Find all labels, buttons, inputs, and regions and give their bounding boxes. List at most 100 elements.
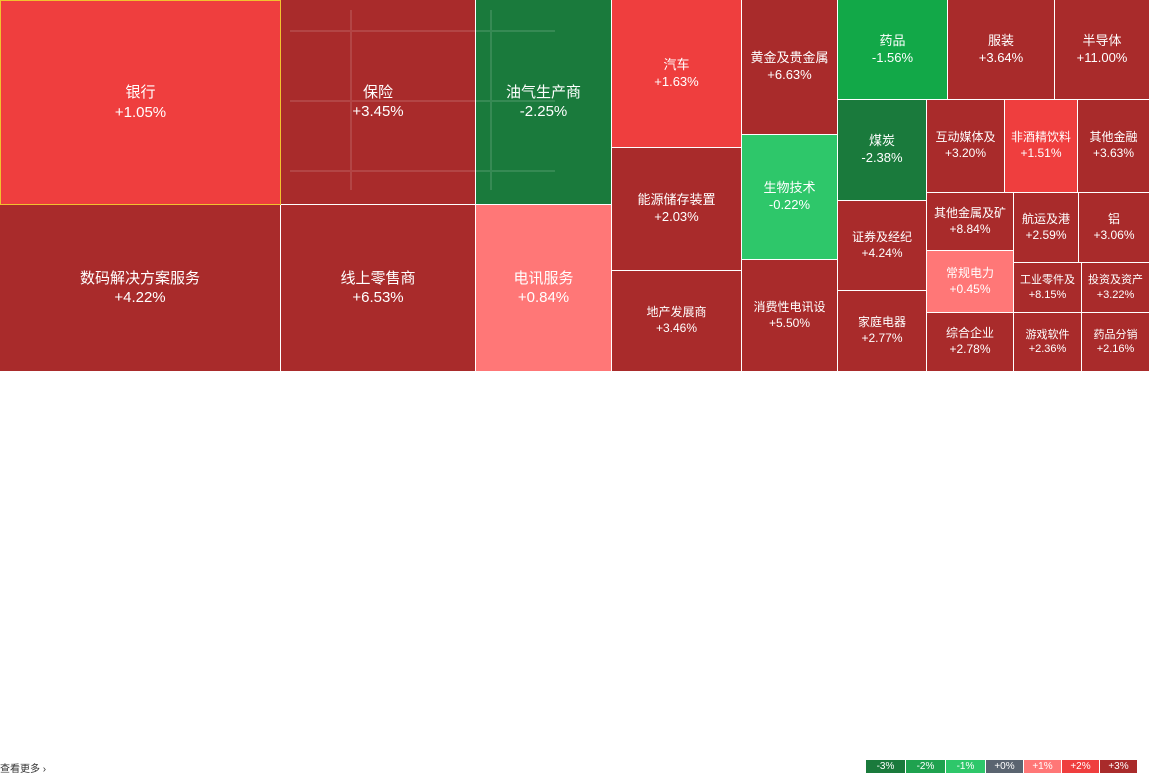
sector-change: +6.53% (352, 289, 404, 306)
sector-change: +0.84% (517, 289, 570, 306)
view-more-link[interactable]: 查看更多 › (0, 764, 47, 775)
sector-tile-industrial-parts[interactable]: 工业零件及 +8.15% (1014, 263, 1082, 313)
legend-segment: -2% (906, 760, 946, 773)
sector-change: +3.45% (352, 103, 404, 120)
sector-name: 综合企业 (945, 326, 994, 341)
sector-tile-other-finance[interactable]: 其他金融 +3.63% (1078, 100, 1150, 193)
sector-change: +4.24% (861, 245, 903, 260)
sector-treemap: 银行 +1.05% 保险 +3.45% 油气生产商 -2.25% 汽车 +1.63% 黄金及贵金… (0, 0, 1150, 372)
sector-tile-soft-drinks[interactable]: 非酒精饮料 +1.51% (1005, 100, 1078, 193)
sector-name: 其他金融 (1089, 130, 1138, 145)
sector-name: 航运及港 (1021, 211, 1070, 226)
sector-change: +3.64% (978, 49, 1024, 65)
legend-segment: +2% (1062, 760, 1100, 773)
sector-change: -2.38% (861, 150, 903, 165)
sector-tile-utilities[interactable]: 常规电力 +0.45% (927, 251, 1014, 313)
sector-change: +5.50% (768, 315, 811, 330)
sector-tile-auto[interactable]: 汽车 +1.63% (612, 0, 742, 148)
sector-change: +4.22% (114, 289, 166, 306)
sector-tile-aluminum[interactable]: 铝 +3.06% (1079, 193, 1150, 263)
sector-change: +11.00% (1076, 49, 1128, 65)
watermark-text: 格隆汇 (1067, 372, 1104, 386)
legend-segment: -3% (866, 760, 906, 773)
sector-tile-digital-solutions[interactable]: 数码解决方案服务 +4.22% (0, 205, 281, 372)
sector-tile-semiconductor[interactable]: 半导体 +11.00% (1055, 0, 1150, 100)
sector-change: +3.46% (655, 321, 698, 335)
color-legend: -3% -2% -1% +0% +1% +2% +3% (866, 760, 1138, 773)
sector-tile-bank[interactable]: 银行 +1.05% (0, 0, 281, 205)
logo-icon (1050, 371, 1064, 386)
sector-name: 数码解决方案服务 (79, 269, 200, 287)
sector-tile-pharma-distribution[interactable]: 药品分销 +2.16% (1082, 313, 1150, 372)
sector-name: 游戏软件 (1025, 328, 1070, 341)
legend-segment: -1% (946, 760, 986, 773)
sector-tile-games-software[interactable]: 游戏软件 +2.36% (1014, 313, 1082, 372)
sector-tile-investment-assets[interactable]: 投资及资产 +3.22% (1082, 263, 1150, 313)
sector-change: -2.25% (519, 103, 568, 120)
sector-change: +2.36% (1028, 343, 1067, 355)
sector-name: 工业零件及 (1020, 274, 1075, 287)
sector-name: 服装 (987, 32, 1014, 48)
sector-name: 汽车 (663, 56, 690, 72)
sector-change: +3.20% (944, 146, 987, 160)
sector-name: 煤炭 (868, 133, 895, 149)
sector-name: 消费性电讯设 (753, 299, 826, 314)
sector-name: 能源储存装置 (637, 192, 716, 208)
sector-name: 互动媒体及 (935, 130, 996, 145)
sector-change: +2.16% (1096, 343, 1135, 355)
sector-name: 药品分销 (1093, 328, 1138, 341)
sector-name: 常规电力 (945, 265, 994, 280)
sector-name: 保险 (362, 83, 393, 101)
sector-change: +3.22% (1096, 288, 1135, 301)
sector-name: 电讯服务 (513, 269, 574, 287)
sector-change: +1.51% (1020, 146, 1062, 160)
sector-tile-appliances[interactable]: 家庭电器 +2.77% (838, 291, 927, 372)
sector-name: 铝 (1107, 211, 1120, 226)
footer-bar: 查看更多 › -3% -2% -1% +0% +1% +2% +3% (0, 372, 1150, 775)
sector-name: 半导体 (1082, 32, 1122, 48)
sector-tile-other-metals[interactable]: 其他金属及矿 +8.84% (927, 193, 1014, 251)
sector-change: +3.06% (1093, 227, 1135, 242)
sector-change: +8.15% (1028, 288, 1067, 301)
sector-tile-biotech[interactable]: 生物技术 -0.22% (742, 135, 838, 260)
sector-change: -1.56% (871, 49, 914, 65)
sector-change: +0.45% (949, 281, 991, 296)
sector-change: +8.84% (949, 221, 991, 236)
sector-tile-consumer-telecom[interactable]: 消费性电讯设 +5.50% (742, 260, 838, 372)
sector-name: 油气生产商 (505, 83, 581, 101)
sector-change: +3.63% (1092, 146, 1135, 160)
sector-tile-real-estate[interactable]: 地产发展商 +3.46% (612, 271, 742, 372)
sector-name: 黄金及贵金属 (750, 50, 829, 66)
sector-change: +1.63% (654, 73, 699, 89)
watermark: 格隆汇 (1050, 370, 1103, 387)
sector-change: +6.63% (767, 67, 812, 82)
sector-change: +2.78% (949, 342, 991, 356)
sector-tile-coal[interactable]: 煤炭 -2.38% (838, 100, 927, 201)
sector-tile-securities[interactable]: 证券及经纪 +4.24% (838, 201, 927, 291)
sector-change: +1.05% (114, 103, 167, 121)
sector-change: +2.59% (1025, 227, 1067, 242)
sector-name: 银行 (125, 84, 156, 101)
sector-name: 生物技术 (763, 180, 816, 196)
sector-name: 非酒精饮料 (1010, 130, 1071, 145)
sector-name: 家庭电器 (857, 315, 906, 330)
sector-tile-online-retail[interactable]: 线上零售商 +6.53% (281, 205, 476, 372)
sector-name: 其他金属及矿 (933, 205, 1006, 220)
sector-tile-apparel[interactable]: 服装 +3.64% (948, 0, 1055, 100)
legend-segment: +0% (986, 760, 1024, 773)
sector-tile-pharma[interactable]: 药品 -1.56% (838, 0, 948, 100)
sector-name: 证券及经纪 (851, 229, 912, 244)
sector-tile-energy-storage[interactable]: 能源储存装置 +2.03% (612, 148, 742, 271)
sector-name: 药品 (879, 32, 906, 48)
sector-tile-conglomerates[interactable]: 综合企业 +2.78% (927, 313, 1014, 372)
sector-name: 地产发展商 (646, 305, 707, 320)
sector-change: +2.77% (861, 331, 903, 345)
sector-tile-telecom[interactable]: 电讯服务 +0.84% (476, 205, 612, 372)
legend-segment: +3% (1100, 760, 1138, 773)
sector-tile-insurance[interactable]: 保险 +3.45% (281, 0, 476, 205)
sector-tile-shipping-ports[interactable]: 航运及港 +2.59% (1014, 193, 1079, 263)
sector-tile-precious-metals[interactable]: 黄金及贵金属 +6.63% (742, 0, 838, 135)
sector-tile-interactive-media[interactable]: 互动媒体及 +3.20% (927, 100, 1005, 193)
sector-tile-oil-gas[interactable]: 油气生产商 -2.25% (476, 0, 612, 205)
sector-change: +2.03% (654, 209, 699, 224)
